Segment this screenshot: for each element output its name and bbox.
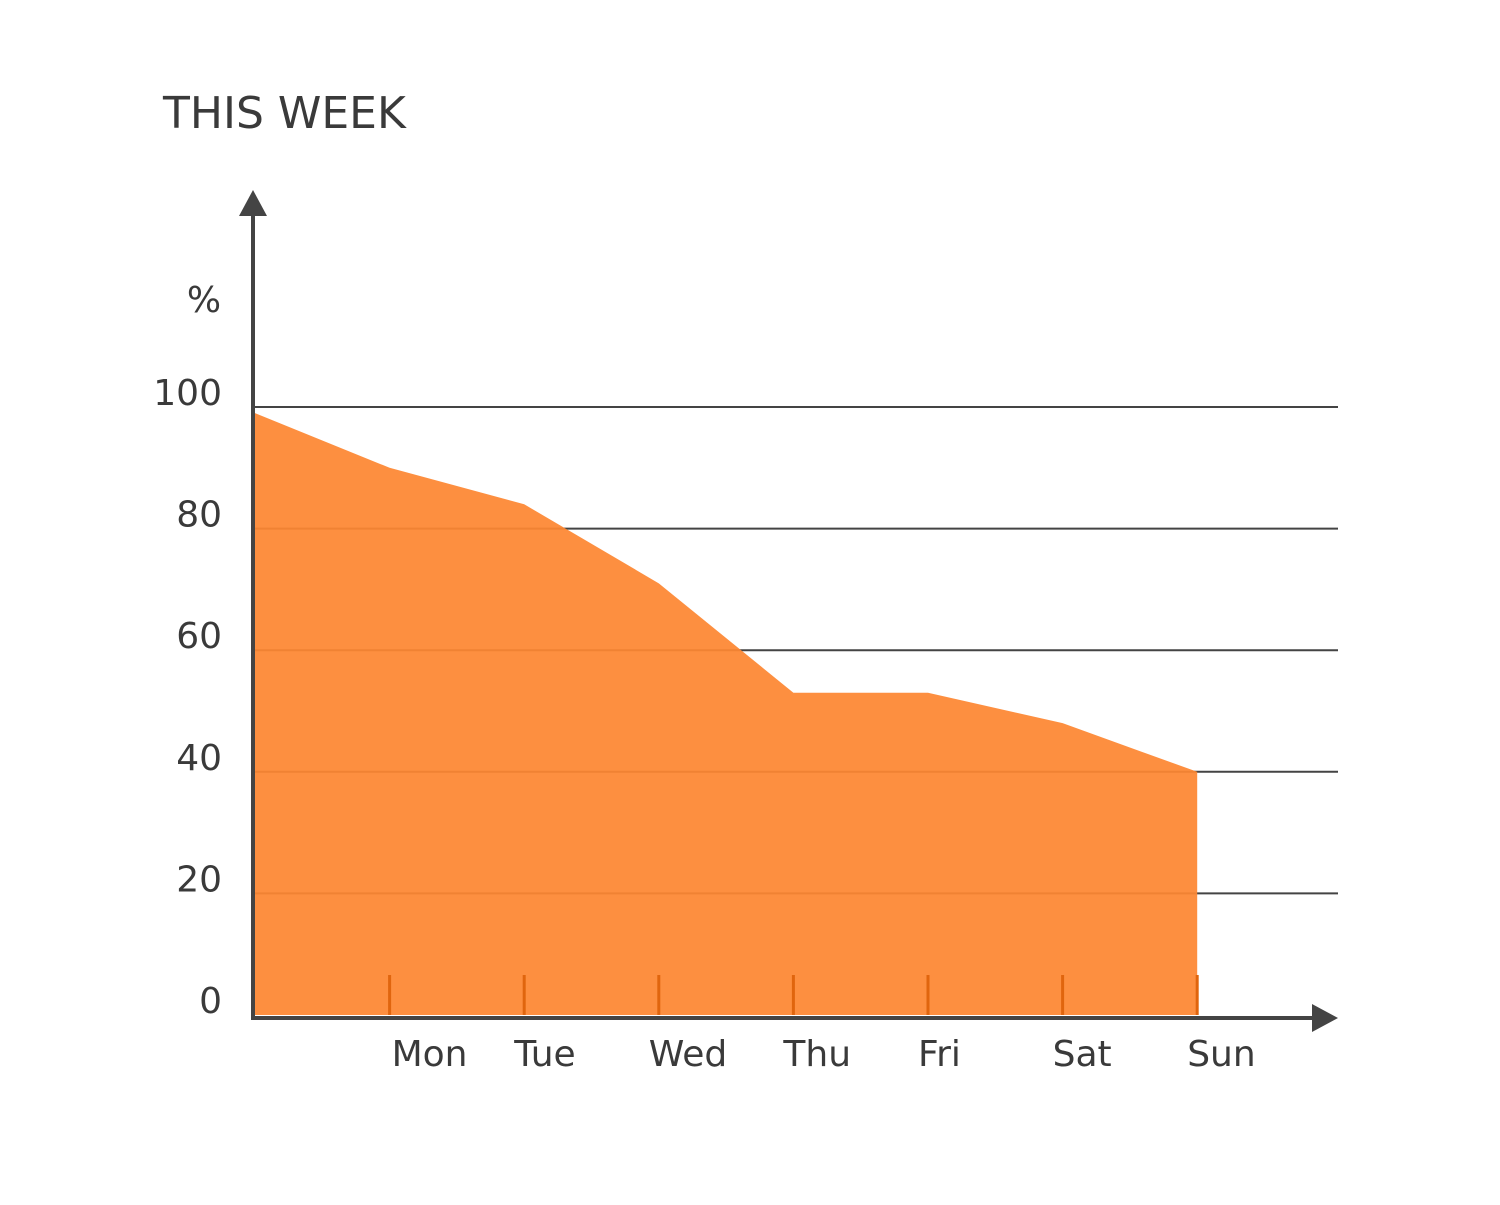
- x-tick-label: Sat: [1053, 1034, 1112, 1075]
- x-axis-arrow: [1312, 1004, 1338, 1032]
- x-tick-label: Fri: [918, 1034, 961, 1075]
- x-tick-label: Tue: [513, 1034, 576, 1075]
- y-tick-label: 0: [199, 981, 222, 1022]
- x-tick-label: Thu: [782, 1034, 851, 1075]
- chart-title: THIS WEEK: [162, 88, 407, 139]
- x-tick-label: Wed: [649, 1034, 728, 1075]
- y-tick-label: 80: [176, 495, 222, 536]
- area: [255, 413, 1198, 1016]
- y-tick-label: 20: [176, 859, 222, 900]
- y-tick-label: 100: [153, 373, 222, 414]
- x-tick-label: Sun: [1187, 1034, 1255, 1075]
- x-tick-label: Mon: [392, 1034, 468, 1075]
- y-tick-label: 40: [176, 738, 222, 779]
- y-axis-arrow: [239, 190, 267, 216]
- y-axis-label: %: [187, 280, 221, 321]
- y-tick-label: 60: [176, 616, 222, 657]
